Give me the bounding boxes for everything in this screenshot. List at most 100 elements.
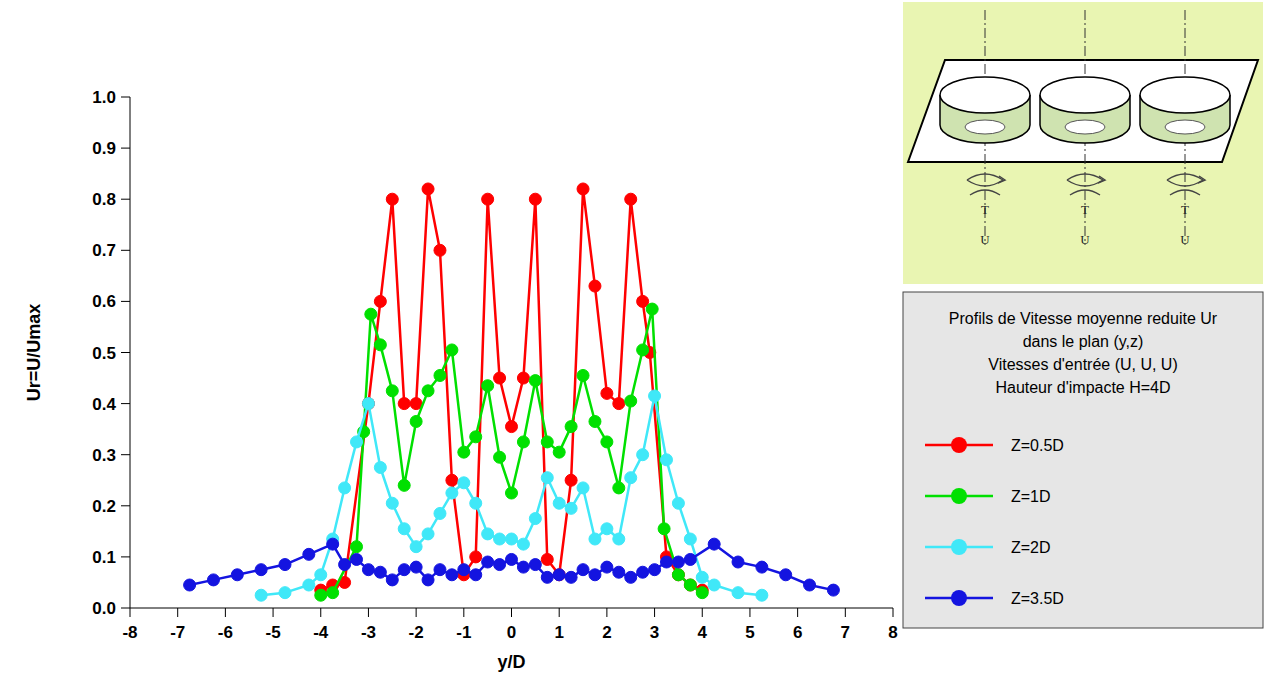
x-tick-label: -5 [266,623,281,642]
data-point [386,574,398,586]
data-point [374,461,386,473]
x-tick [273,608,274,617]
data-point [362,398,374,410]
data-point [541,571,553,583]
data-point [637,566,649,578]
x-tick-label: -2 [409,623,424,642]
y-tick [121,608,130,609]
x-tick-label: 4 [698,623,708,642]
annotation: U [1080,232,1090,247]
data-point [422,528,434,540]
data-point [529,513,541,525]
data-point [613,398,625,410]
y-tick-label: 1.0 [92,88,116,107]
legend-marker [951,539,967,555]
data-point [658,523,670,535]
x-tick-label: 1 [554,623,563,642]
x-tick-label: 2 [602,623,611,642]
data-point [422,385,434,397]
data-point [303,579,315,591]
data-point [362,398,374,410]
legend-label: Z=0.5D [1011,437,1064,454]
legend-label: Z=1D [1011,488,1051,505]
x-tick [177,608,178,617]
annotation: U [1180,232,1190,247]
data-point [470,569,482,581]
y-tick-label: 0.4 [92,395,116,414]
data-point [601,561,613,573]
series-line [321,189,703,590]
data-point [696,571,708,583]
y-tick-label: 0.2 [92,497,116,516]
data-point [637,449,649,461]
data-point [625,395,637,407]
data-point [422,183,434,195]
y-tick [121,505,130,506]
series-line [190,544,834,590]
x-tick [368,608,369,617]
data-point [398,479,410,491]
y-tick [121,454,130,455]
y-tick-label: 0.9 [92,139,116,158]
data-point [529,375,541,387]
data-point [494,451,506,463]
data-point [446,569,458,581]
annotation: T [1181,202,1189,217]
inset-diagram [903,2,1263,284]
data-point [482,193,494,205]
data-point [506,533,518,545]
data-point [565,502,577,514]
data-point [231,569,243,581]
data-point [756,561,768,573]
data-point [339,482,351,494]
data-point [339,559,351,571]
data-point [684,533,696,545]
data-point [494,372,506,384]
data-point [708,538,720,550]
legend-label: Z=2D [1011,539,1051,556]
data-point [315,569,327,581]
data-point [351,436,363,448]
data-point [684,579,696,591]
data-point [780,569,792,581]
data-point [577,482,589,494]
data-point [434,369,446,381]
x-tick [893,608,894,617]
legend-title: Profils de Vitesse moyenne reduite Ur [949,310,1218,327]
data-point [506,421,518,433]
y-tick-label: 0.1 [92,548,116,567]
plot-area [184,183,840,601]
data-point [601,436,613,448]
y-tick-label: 0.5 [92,344,116,363]
data-point [470,551,482,563]
data-point [410,415,422,427]
y-tick-label: 0.7 [92,241,116,260]
legend-marker [951,437,967,453]
data-point [398,564,410,576]
x-tick [845,608,846,617]
data-point [565,571,577,583]
x-tick [130,608,131,617]
data-point [482,528,494,540]
data-point [625,472,637,484]
data-point [374,339,386,351]
y-tick [121,556,130,557]
series-line [261,396,762,595]
data-point [386,385,398,397]
data-point [613,482,625,494]
data-point [184,579,196,591]
x-tick-label: 7 [841,623,850,642]
data-point [482,380,494,392]
data-point [410,541,422,553]
data-point [303,548,315,560]
data-point [386,497,398,509]
legend-subtitle: dans le plan (y,z) [1023,333,1144,350]
data-point [541,553,553,565]
data-point [470,497,482,509]
data-point [529,193,541,205]
data-point [494,559,506,571]
data-point [660,556,672,568]
x-tick [463,608,464,617]
x-tick [654,608,655,617]
x-tick-label: 6 [793,623,802,642]
